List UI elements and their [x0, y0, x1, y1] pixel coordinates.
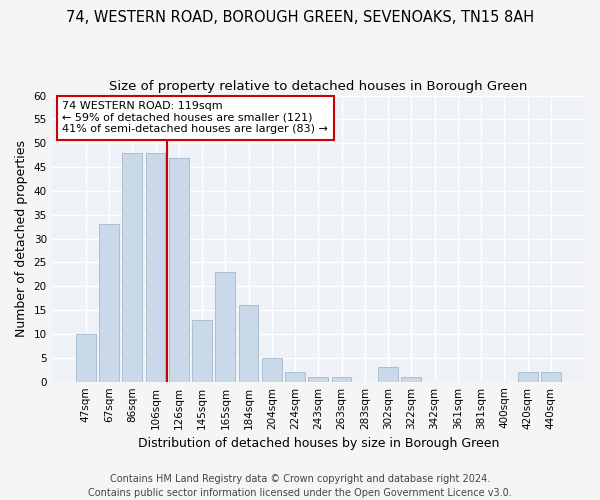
Bar	[378, 368, 398, 382]
Bar	[192, 320, 212, 382]
Text: 74, WESTERN ROAD, BOROUGH GREEN, SEVENOAKS, TN15 8AH: 74, WESTERN ROAD, BOROUGH GREEN, SEVENOA…	[66, 10, 534, 25]
Bar	[239, 306, 259, 382]
Bar	[215, 272, 235, 382]
Y-axis label: Number of detached properties: Number of detached properties	[15, 140, 28, 337]
Text: 74 WESTERN ROAD: 119sqm
← 59% of detached houses are smaller (121)
41% of semi-d: 74 WESTERN ROAD: 119sqm ← 59% of detache…	[62, 102, 328, 134]
Bar	[169, 158, 188, 382]
Bar	[262, 358, 282, 382]
Bar	[99, 224, 119, 382]
Bar	[401, 377, 421, 382]
Bar	[332, 377, 352, 382]
Bar	[308, 377, 328, 382]
Bar	[122, 153, 142, 382]
X-axis label: Distribution of detached houses by size in Borough Green: Distribution of detached houses by size …	[137, 437, 499, 450]
Bar	[76, 334, 95, 382]
Text: Contains HM Land Registry data © Crown copyright and database right 2024.
Contai: Contains HM Land Registry data © Crown c…	[88, 474, 512, 498]
Bar	[518, 372, 538, 382]
Title: Size of property relative to detached houses in Borough Green: Size of property relative to detached ho…	[109, 80, 527, 93]
Bar	[541, 372, 561, 382]
Bar	[285, 372, 305, 382]
Bar	[146, 153, 166, 382]
